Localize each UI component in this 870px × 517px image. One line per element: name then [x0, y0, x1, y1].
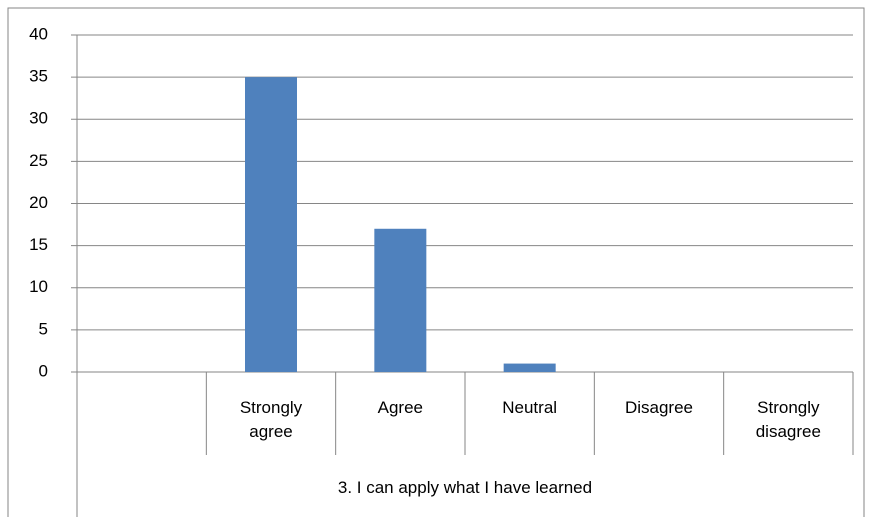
- x-tick-label: Agree: [377, 398, 424, 417]
- bar: [503, 363, 556, 372]
- y-tick-label: 40: [29, 24, 48, 43]
- y-tick-label: 20: [29, 193, 48, 212]
- x-tick-label: Disagree: [624, 398, 694, 417]
- chart-border: [7, 7, 865, 517]
- bar: [374, 228, 427, 372]
- y-tick-label: 10: [29, 277, 48, 296]
- y-tick-label: 30: [29, 109, 48, 128]
- y-tick-label: 15: [29, 235, 48, 254]
- y-tick-label: 25: [29, 151, 48, 170]
- y-tick-label: 0: [39, 361, 48, 380]
- y-tick-label: 5: [39, 319, 48, 338]
- x-tick-label: Strongly agree: [239, 398, 303, 441]
- x-tick-label: Strongly disagree: [755, 398, 821, 441]
- x-axis-label: 3. I can apply what I have learned: [337, 478, 593, 497]
- y-tick-label: 35: [29, 67, 48, 86]
- bar: [245, 77, 297, 372]
- x-tick-label: Neutral: [502, 398, 558, 417]
